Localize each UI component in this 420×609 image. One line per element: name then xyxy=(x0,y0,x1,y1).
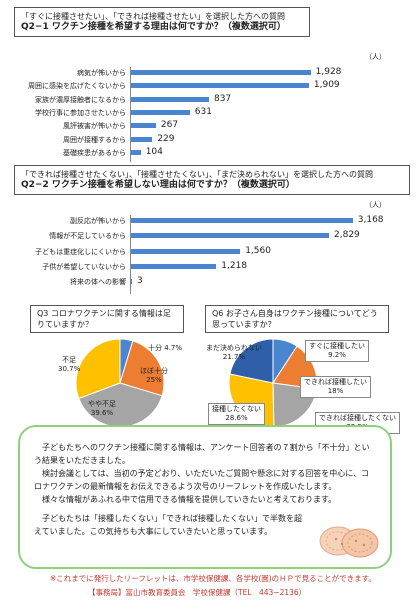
bar-category-label: 周囲に感染を広げたくないから xyxy=(28,82,126,91)
bar-category-label: 学校行事に参加させたいから xyxy=(35,108,126,117)
bar-value-label: 3,168 xyxy=(357,215,384,225)
bar-category-label: 周囲が接種するから xyxy=(63,135,126,144)
summary-paragraph-4: 子どもたちは「接種したくない」「できれば接種したくない」で半数を超えていました。… xyxy=(34,514,302,536)
pie-percentage: 4.7% xyxy=(164,344,183,352)
bar-value-label: 1,928 xyxy=(315,67,342,77)
bar-category-label: 情報が不足しているから xyxy=(49,232,126,241)
summary-paragraph-3: 様々な情報があふれる中で信用できる情報を提供していきたいと考えております。 xyxy=(42,495,337,504)
pie-percentage: 30.7% xyxy=(58,365,81,373)
q2-2-question-box: 「できれば接種させたくない」、「接種させたくない」、「まだ決められない」を選択し… xyxy=(14,165,410,195)
pie-category: 不足 xyxy=(62,356,77,364)
bar-value-label: 229 xyxy=(157,133,175,144)
q3-pie-chart xyxy=(75,338,165,428)
pie-slice-label: まだ決められない 21.7% xyxy=(206,344,262,362)
pie-slice xyxy=(75,338,121,400)
summary-paragraph-2: 検討会議としては、当初の予定どおり、いただいたご質問や懸念に対する回答を中心に、… xyxy=(34,469,370,491)
pie-slice-label: やや不足 39.6% xyxy=(88,400,116,418)
q3-title: Q3 コロナワクチンに関する情報は足りていますか？ xyxy=(30,305,184,333)
bar xyxy=(131,149,141,155)
q2-2-title: Q2−2 ワクチン接種を希望しない理由は何ですか？（複数選択可） xyxy=(21,180,295,190)
bar-value-label: 631 xyxy=(194,106,212,117)
bar xyxy=(131,218,353,223)
bar xyxy=(131,136,153,142)
pie-category: できれば接種したくない xyxy=(319,414,396,422)
bar xyxy=(131,248,241,254)
summary-paragraph-1: 子どもたちへのワクチン接種に関する情報は、アンケート回答者の７割から「不十分」と… xyxy=(34,443,370,465)
pie-category: できれば接種したい xyxy=(304,378,367,386)
summary-box: 子どもたちへのワクチン接種に関する情報は、アンケート回答者の７割から「不十分」と… xyxy=(18,425,392,569)
cookie-illustration xyxy=(319,526,379,558)
pie-slice xyxy=(229,338,274,384)
pie-category: 接種したくない xyxy=(212,405,261,413)
pie-slice xyxy=(119,340,165,397)
q2-1-unit: （人） xyxy=(365,53,386,61)
bar-category-label: 基礎疾患があるから xyxy=(63,148,126,157)
bar xyxy=(131,263,217,269)
bar-value-label: 1,909 xyxy=(313,80,340,91)
bar xyxy=(131,96,209,102)
pie-percentage: 25% xyxy=(146,376,162,384)
pie-percentage: 21.7% xyxy=(222,353,246,361)
q2-1-intro: 「すぐに接種させたい」、「できれば接種させたい」を選択した方への質問 xyxy=(21,12,285,21)
bar-category-label: 風評被害が怖いから xyxy=(63,122,126,131)
bar-chart-axis xyxy=(130,67,131,163)
bar xyxy=(131,109,190,115)
pie-category: 十分 xyxy=(148,344,162,352)
pie-slice-label: すぐに接種したい 9.2% xyxy=(305,340,369,362)
bar-value-label: 837 xyxy=(213,93,232,104)
q6-title: Q6 お子さん自身はワクチン接種についてどう思っていますか？ xyxy=(205,305,389,333)
bar xyxy=(131,123,156,129)
pie-percentage: 18% xyxy=(327,387,344,395)
bar xyxy=(131,279,132,285)
bar-value-label: 1,218 xyxy=(221,260,248,271)
q2-1-title: Q2−1 ワクチン接種を希望する理由は何ですか？（複数選択可） xyxy=(21,22,286,32)
pie-category: ほぼ十分 xyxy=(140,367,168,375)
bar-category-label: 家族が濃厚接触者になるから xyxy=(35,95,126,104)
bar-category-label: 将来の体への影響 xyxy=(70,278,126,287)
pie-slice-label: できれば接種したい 18% xyxy=(300,376,371,398)
pie-slice-label: ほぼ十分 25% xyxy=(140,367,168,385)
bar-category-label: 病気が怖いから xyxy=(77,69,126,77)
footer-note: ※これまでに発行したリーフレットは、市学校保健課、各学校(園)のＨＰで見ることが… xyxy=(50,574,376,583)
bar-value-label: 3 xyxy=(137,276,143,287)
bar-category-label: 子どもは重症化しにくいから xyxy=(35,247,126,256)
pie-category: すぐに接種したい xyxy=(309,342,365,350)
bar-value-label: 2,829 xyxy=(334,230,360,241)
bar-category-label: 副反応が怖いから xyxy=(70,217,126,225)
bar xyxy=(131,70,311,75)
footer-contact: 【事務局】富山市教育委員会 学校保健課（TEL 443−2136） xyxy=(88,588,307,597)
q2-2-intro: 「できれば接種させたくない」、「接種させたくない」、「まだ決められない」を選択し… xyxy=(21,170,373,179)
pie-slice-label: 不足 30.7% xyxy=(58,356,80,374)
bar-value-label: 267 xyxy=(160,120,179,131)
bar-category-label: 子供が希望していないから xyxy=(42,262,126,271)
q2-1-question-box: 「すぐに接種させたい」、「できれば接種させたい」を選択した方への質問 Q2−1 … xyxy=(14,7,310,37)
pie-percentage: 28.6% xyxy=(225,414,248,422)
pie-slice-label: 十分 4.7% xyxy=(148,344,182,353)
pie-percentage: 39.6% xyxy=(90,409,114,417)
pie-percentage: 9.2% xyxy=(328,351,346,359)
bar-value-label: 104 xyxy=(145,146,163,157)
bar-value-label: 1,560 xyxy=(245,245,271,256)
bar xyxy=(131,83,309,89)
pie-category: やや不足 xyxy=(88,400,116,408)
bar xyxy=(131,233,330,239)
q2-2-unit: （人） xyxy=(365,201,386,209)
pie-slice-label: 接種したくない 28.6% xyxy=(208,403,265,425)
bar-chart-axis xyxy=(130,215,131,294)
pie-category: まだ決められない xyxy=(206,344,262,352)
